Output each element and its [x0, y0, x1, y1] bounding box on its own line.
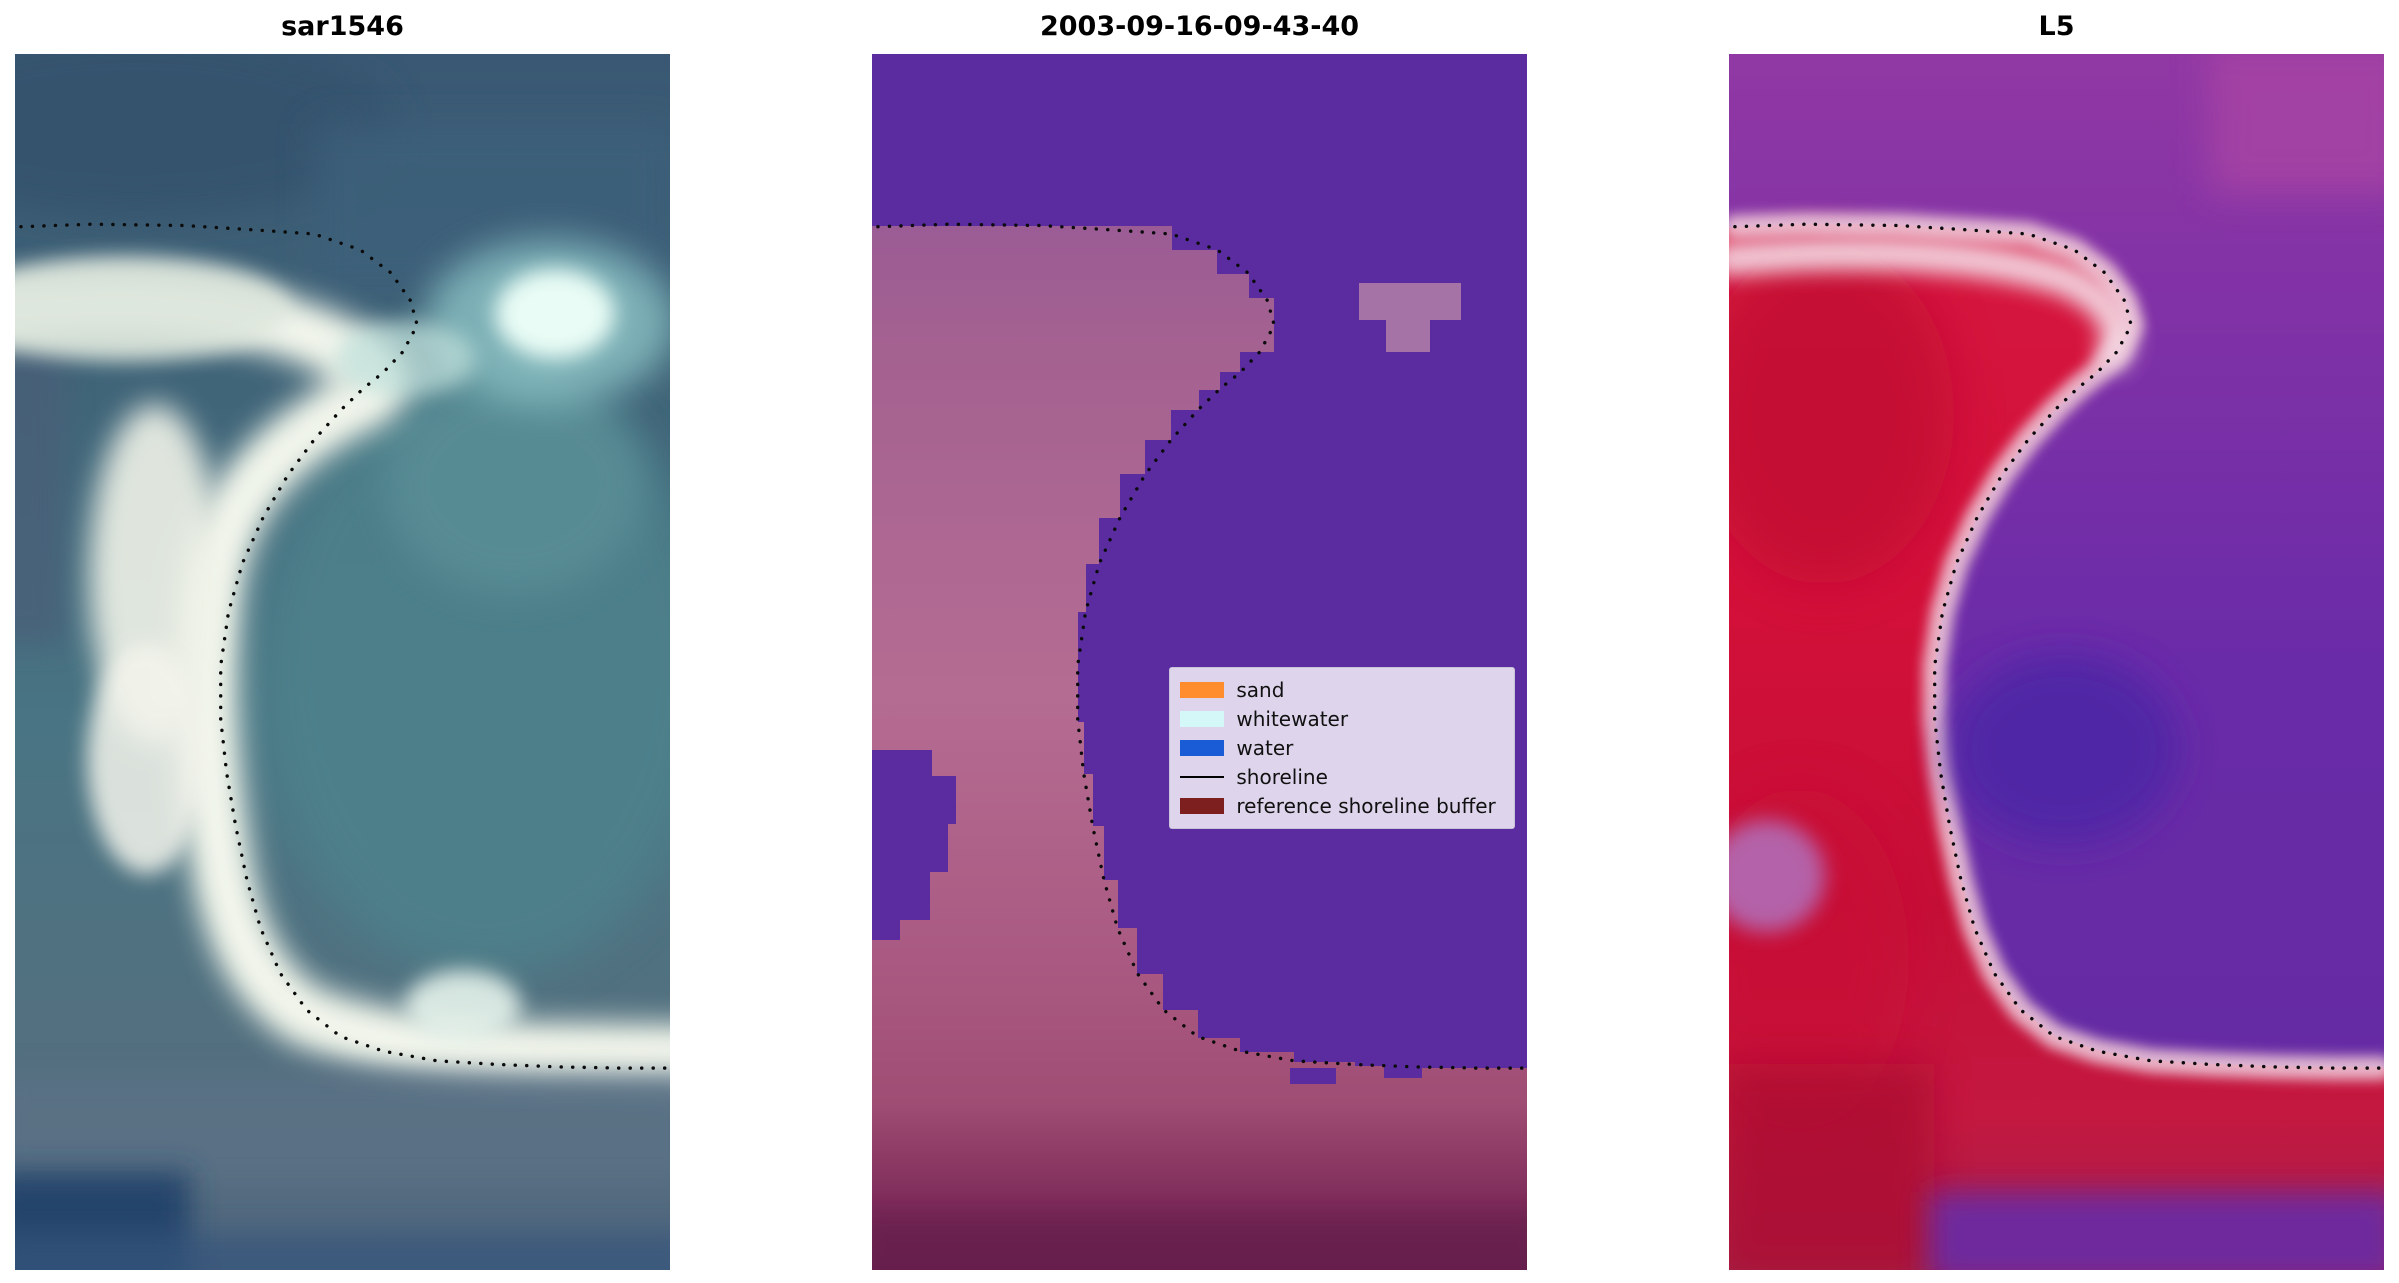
sar-bottom-gray-band	[15, 1074, 670, 1184]
legend-label-buffer: reference shoreline buffer	[1236, 793, 1496, 818]
legend-row-buffer: reference shoreline buffer	[1180, 793, 1504, 819]
legend-label-whitewater: whitewater	[1236, 706, 1349, 731]
legend-row-shoreline: shoreline	[1180, 764, 1504, 790]
shoreline-dotted-path	[1733, 222, 2383, 1070]
legend-row-sand: sand	[1180, 677, 1504, 703]
l5-image	[1729, 54, 2384, 1270]
reference-buffer-region	[872, 226, 1527, 1270]
panel-title-l5: L5	[2038, 11, 2075, 42]
water-swatch	[1180, 739, 1225, 756]
shoreline-line-swatch	[1180, 775, 1225, 778]
sar-left-slate	[15, 344, 65, 644]
shoreline-dotted-path	[876, 222, 1526, 1070]
water-notch-left-edge	[872, 750, 956, 940]
buffer-bottom-dark	[872, 1214, 1527, 1270]
classification-image-svg	[872, 54, 1527, 1270]
sar-dark-top-left	[15, 54, 395, 219]
l5-purple-bottom-right	[1929, 1192, 2384, 1270]
sar-cyan-streak	[335, 321, 475, 397]
sar-image-svg	[15, 54, 670, 1270]
l5-dark-red-patch-1	[1729, 244, 1954, 584]
sar-white-blob-top-right	[495, 269, 615, 359]
buffer-island-top-right	[1359, 283, 1461, 352]
shoreline-dotted-path	[19, 222, 669, 1070]
l5-image-svg	[1729, 54, 2384, 1270]
water-tab-bottom-1	[1290, 1068, 1336, 1084]
sar-bay-light-patch	[385, 374, 645, 594]
l5-red-bottom-left	[1729, 1064, 1934, 1270]
l5-pale-top-band	[1729, 236, 2135, 371]
legend-label-shoreline: shoreline	[1236, 764, 1328, 789]
panel-sar: sar1546	[15, 8, 670, 1270]
sand-swatch	[1180, 681, 1225, 698]
legend-label-sand: sand	[1236, 677, 1285, 702]
panel-classification: 2003-09-16-09-43-40 sand whitewa	[872, 8, 1527, 1270]
water-tab-bottom-2	[1384, 1066, 1422, 1078]
sar-bright-bottom-blob	[405, 970, 521, 1042]
l5-dark-purple-blob	[1949, 654, 2179, 844]
l5-mauve-left-blob	[1729, 820, 1825, 932]
legend-row-whitewater: whitewater	[1180, 706, 1504, 732]
l5-magenta-top-right	[2209, 54, 2384, 194]
panel-title-sar: sar1546	[281, 11, 404, 42]
sar-image	[15, 54, 670, 1270]
panel-title-date: 2003-09-16-09-43-40	[1039, 11, 1360, 42]
buffer-swatch	[1180, 797, 1225, 814]
sar-bright-left-lower	[87, 644, 207, 874]
classification-image: sand whitewater water shoreline referenc…	[872, 54, 1527, 1270]
sar-bright-top-band	[15, 257, 290, 361]
sar-bottom-strip	[15, 1232, 670, 1270]
panel-l5: L5	[1729, 8, 2384, 1270]
legend-row-water: water	[1180, 735, 1504, 761]
legend-label-water: water	[1236, 735, 1294, 760]
whitewater-swatch	[1180, 710, 1225, 727]
legend: sand whitewater water shoreline referenc…	[1169, 666, 1516, 829]
